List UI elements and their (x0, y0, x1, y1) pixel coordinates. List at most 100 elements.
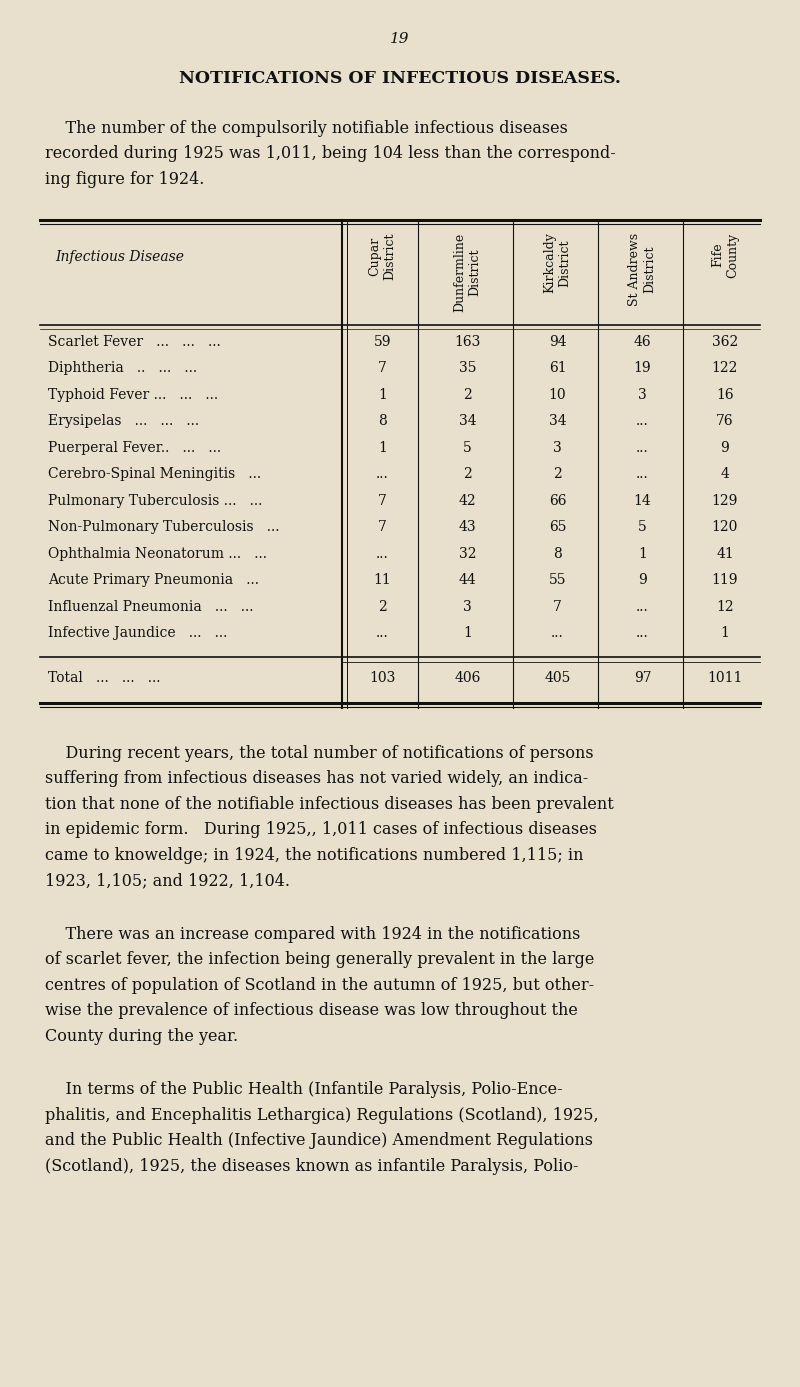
Text: Fife
County: Fife County (711, 233, 739, 277)
Text: 97: 97 (634, 670, 651, 685)
Text: Infectious Disease: Infectious Disease (55, 250, 184, 264)
Text: 122: 122 (712, 361, 738, 374)
Text: Cupar
District: Cupar District (369, 233, 397, 280)
Text: Cerebro-Spinal Meningitis   ...: Cerebro-Spinal Meningitis ... (48, 467, 261, 481)
Text: 7: 7 (553, 599, 562, 613)
Text: 406: 406 (454, 670, 481, 685)
Text: wise the prevalence of infectious disease was low throughout the: wise the prevalence of infectious diseas… (45, 1001, 578, 1019)
Text: 362: 362 (712, 334, 738, 348)
Text: ...: ... (376, 467, 389, 481)
Text: Influenzal Pneumonia   ...   ...: Influenzal Pneumonia ... ... (48, 599, 254, 613)
Text: 9: 9 (721, 441, 730, 455)
Text: 55: 55 (549, 573, 566, 587)
Text: ...: ... (636, 626, 649, 639)
Text: 14: 14 (634, 494, 651, 508)
Text: ...: ... (376, 626, 389, 639)
Text: 7: 7 (378, 520, 387, 534)
Text: Total   ...   ...   ...: Total ... ... ... (48, 670, 161, 685)
Text: 66: 66 (549, 494, 566, 508)
Text: 41: 41 (716, 546, 734, 560)
Text: Acute Primary Pneumonia   ...: Acute Primary Pneumonia ... (48, 573, 259, 587)
Text: St Andrews
District: St Andrews District (629, 233, 657, 305)
Text: 1: 1 (638, 546, 647, 560)
Text: in epidemic form.   During 1925,, 1,011 cases of infectious diseases: in epidemic form. During 1925,, 1,011 ca… (45, 821, 597, 838)
Text: 8: 8 (378, 413, 387, 429)
Text: ...: ... (636, 441, 649, 455)
Text: 1: 1 (378, 387, 387, 401)
Text: Pulmonary Tuberculosis ...   ...: Pulmonary Tuberculosis ... ... (48, 494, 262, 508)
Text: 32: 32 (458, 546, 476, 560)
Text: of scarlet fever, the infection being generally prevalent in the large: of scarlet fever, the infection being ge… (45, 951, 594, 968)
Text: 1011: 1011 (707, 670, 742, 685)
Text: recorded during 1925 was 1,011, being 104 less than the correspond-: recorded during 1925 was 1,011, being 10… (45, 146, 616, 162)
Text: 103: 103 (370, 670, 396, 685)
Text: 2: 2 (463, 387, 472, 401)
Text: 1: 1 (378, 441, 387, 455)
Text: 2: 2 (463, 467, 472, 481)
Text: 2: 2 (378, 599, 387, 613)
Text: Scarlet Fever   ...   ...   ...: Scarlet Fever ... ... ... (48, 334, 221, 348)
Text: The number of the compulsorily notifiable infectious diseases: The number of the compulsorily notifiabl… (45, 121, 568, 137)
Text: 5: 5 (638, 520, 647, 534)
Text: 1: 1 (463, 626, 472, 639)
Text: County during the year.: County during the year. (45, 1028, 238, 1044)
Text: During recent years, the total number of notifications of persons: During recent years, the total number of… (45, 745, 594, 761)
Text: Infective Jaundice   ...   ...: Infective Jaundice ... ... (48, 626, 227, 639)
Text: centres of population of Scotland in the autumn of 1925, but other-: centres of population of Scotland in the… (45, 976, 594, 993)
Text: Typhoid Fever ...   ...   ...: Typhoid Fever ... ... ... (48, 387, 218, 401)
Text: Erysipelas   ...   ...   ...: Erysipelas ... ... ... (48, 413, 199, 429)
Text: 1923, 1,105; and 1922, 1,104.: 1923, 1,105; and 1922, 1,104. (45, 872, 290, 889)
Text: 120: 120 (712, 520, 738, 534)
Text: came to knoweldge; in 1924, the notifications numbered 1,115; in: came to knoweldge; in 1924, the notifica… (45, 846, 583, 864)
Text: phalitis, and Encephalitis Lethargica) Regulations (Scotland), 1925,: phalitis, and Encephalitis Lethargica) R… (45, 1107, 598, 1123)
Text: 76: 76 (716, 413, 734, 429)
Text: 163: 163 (454, 334, 481, 348)
Text: 61: 61 (549, 361, 566, 374)
Text: 2: 2 (553, 467, 562, 481)
Text: 9: 9 (638, 573, 647, 587)
Text: suffering from infectious diseases has not varied widely, an indica-: suffering from infectious diseases has n… (45, 770, 588, 786)
Text: 12: 12 (716, 599, 734, 613)
Text: 46: 46 (634, 334, 651, 348)
Text: In terms of the Public Health (Infantile Paralysis, Polio-Ence-: In terms of the Public Health (Infantile… (45, 1080, 562, 1099)
Text: 10: 10 (549, 387, 566, 401)
Text: 19: 19 (390, 32, 410, 46)
Text: 5: 5 (463, 441, 472, 455)
Text: Diphtheria   ..   ...   ...: Diphtheria .. ... ... (48, 361, 197, 374)
Text: 11: 11 (374, 573, 391, 587)
Text: and the Public Health (Infective Jaundice) Amendment Regulations: and the Public Health (Infective Jaundic… (45, 1132, 593, 1148)
Text: 1: 1 (721, 626, 730, 639)
Text: ...: ... (636, 599, 649, 613)
Text: NOTIFICATIONS OF INFECTIOUS DISEASES.: NOTIFICATIONS OF INFECTIOUS DISEASES. (179, 69, 621, 87)
Text: 3: 3 (638, 387, 647, 401)
Text: Dunfermline
District: Dunfermline District (454, 233, 482, 312)
Text: 8: 8 (553, 546, 562, 560)
Text: 42: 42 (458, 494, 476, 508)
Text: ...: ... (376, 546, 389, 560)
Text: 7: 7 (378, 361, 387, 374)
Text: ...: ... (551, 626, 564, 639)
Text: 16: 16 (716, 387, 734, 401)
Text: 34: 34 (549, 413, 566, 429)
Text: 44: 44 (458, 573, 476, 587)
Text: (Scotland), 1925, the diseases known as infantile Paralysis, Polio-: (Scotland), 1925, the diseases known as … (45, 1158, 578, 1175)
Text: 94: 94 (549, 334, 566, 348)
Text: ing figure for 1924.: ing figure for 1924. (45, 171, 204, 189)
Text: tion that none of the notifiable infectious diseases has been prevalent: tion that none of the notifiable infecti… (45, 796, 614, 813)
Text: Ophthalmia Neonatorum ...   ...: Ophthalmia Neonatorum ... ... (48, 546, 267, 560)
Text: Kirkcaldy
District: Kirkcaldy District (543, 233, 571, 294)
Text: 19: 19 (634, 361, 651, 374)
Text: There was an increase compared with 1924 in the notifications: There was an increase compared with 1924… (45, 925, 580, 943)
Text: 7: 7 (378, 494, 387, 508)
Text: Non-Pulmonary Tuberculosis   ...: Non-Pulmonary Tuberculosis ... (48, 520, 279, 534)
Text: 65: 65 (549, 520, 566, 534)
Text: 3: 3 (553, 441, 562, 455)
Text: 405: 405 (544, 670, 570, 685)
Text: 43: 43 (458, 520, 476, 534)
Text: 119: 119 (712, 573, 738, 587)
Text: 35: 35 (458, 361, 476, 374)
Text: ...: ... (636, 467, 649, 481)
Text: 4: 4 (721, 467, 730, 481)
Text: 129: 129 (712, 494, 738, 508)
Text: 59: 59 (374, 334, 391, 348)
